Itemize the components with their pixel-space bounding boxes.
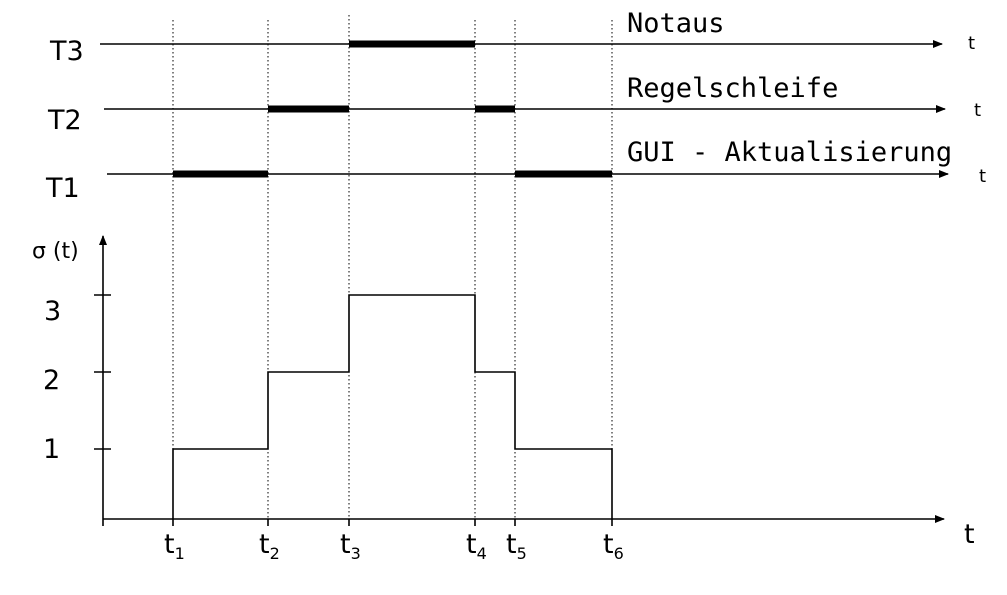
time-mark-subscript: 2 [270, 544, 280, 563]
sigma-y-axis-label: σ (t) [32, 239, 79, 264]
time-mark-subscript: 1 [175, 544, 185, 563]
time-mark-label-t2: t2 [259, 529, 280, 563]
task-axis-label-t3: t [968, 33, 975, 54]
task-row-t3: T3 t Notaus [49, 8, 975, 67]
task-timelines: T3 t Notaus T2 t Regelschleife T1 t GUI … [45, 8, 986, 204]
task-name-t2: Regelschleife [627, 73, 838, 104]
time-mark-subscript: 4 [477, 544, 487, 563]
time-mark-letter: t [466, 529, 477, 560]
sigma-y-tick-label-1: 1 [43, 434, 60, 465]
time-mark-letter: t [259, 529, 270, 560]
time-mark-label-t3: t3 [340, 529, 361, 563]
task-activity-bars [173, 40, 612, 178]
time-mark-label-t5: t5 [506, 529, 527, 563]
time-guides [172, 15, 613, 519]
task-name-t1: GUI - Aktualisierung [627, 137, 952, 168]
time-mark-letter: t [164, 529, 175, 560]
task-name-t3: Notaus [627, 8, 725, 39]
sigma-y-tick-label-2: 2 [43, 365, 60, 396]
task-label-t1: T1 [45, 173, 80, 204]
sigma-y-tick-label-3: 3 [44, 296, 61, 327]
task-label-t2: T2 [47, 105, 82, 136]
time-mark-subscript: 6 [614, 544, 624, 563]
time-mark-subscript: 5 [517, 544, 527, 563]
time-mark-letter: t [506, 529, 517, 560]
time-mark-letter: t [603, 529, 614, 560]
task-axis-label-t1: t [979, 166, 986, 187]
sigma-chart: σ (t) t 1 2 3 [32, 235, 975, 550]
time-mark-letter: t [340, 529, 351, 560]
sigma-step-curve [172, 294, 613, 519]
time-mark-label-t1: t1 [164, 529, 185, 563]
time-mark-label-t6: t6 [603, 529, 624, 563]
time-mark-labels: t1 t2 t3 t4 t5 t6 [164, 519, 624, 563]
task-row-t2: T2 t Regelschleife [47, 73, 981, 136]
time-mark-subscript: 3 [351, 544, 361, 563]
task-label-t3: T3 [49, 36, 84, 67]
task-row-t1: T1 t GUI - Aktualisierung [45, 137, 986, 204]
sigma-x-axis-label: t [964, 519, 975, 550]
task-axis-label-t2: t [974, 100, 981, 121]
time-mark-label-t4: t4 [466, 529, 487, 563]
